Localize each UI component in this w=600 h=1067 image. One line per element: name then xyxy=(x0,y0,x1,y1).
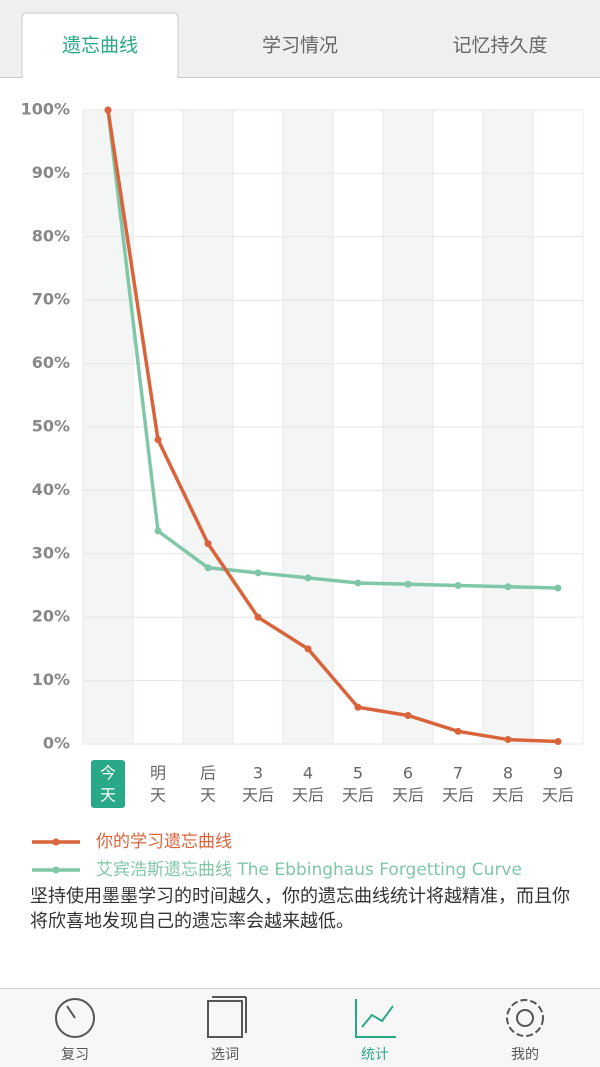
x-tick-label: 天后 xyxy=(342,786,374,805)
x-tick-label: 天后 xyxy=(442,786,474,805)
active-tab xyxy=(21,12,179,78)
point xyxy=(554,737,562,745)
point xyxy=(304,574,312,582)
x-tick-label: 今 xyxy=(100,764,116,783)
point xyxy=(554,584,562,592)
point xyxy=(204,564,212,572)
point xyxy=(354,579,362,587)
y-tick-label: 50% xyxy=(32,417,70,436)
x-tick-label: 天后 xyxy=(492,786,524,805)
tab-join xyxy=(23,74,177,80)
nav-label[interactable]: 统计 xyxy=(361,1047,389,1063)
y-tick-label: 90% xyxy=(32,163,70,182)
today-badge xyxy=(91,760,125,808)
x-tick-label: 8 xyxy=(503,764,513,783)
y-tick-label: 60% xyxy=(32,353,70,372)
point xyxy=(254,613,262,621)
y-tick-label: 100% xyxy=(21,100,70,119)
y-tick-label: 30% xyxy=(32,543,70,562)
point xyxy=(504,583,512,591)
x-tick-label: 天 xyxy=(100,786,116,805)
y-tick-label: 20% xyxy=(32,607,70,626)
bottom-nav xyxy=(0,988,600,1067)
x-tick-label: 6 xyxy=(403,764,413,783)
legend-dot xyxy=(52,838,60,846)
x-tick-label: 明 xyxy=(150,764,166,783)
nav-label[interactable]: 我的 xyxy=(511,1047,539,1063)
nav-label[interactable]: 复习 xyxy=(61,1046,89,1063)
y-tick-label: 10% xyxy=(32,670,70,689)
point xyxy=(454,582,462,589)
point xyxy=(404,711,412,719)
y-tick-label: 40% xyxy=(32,480,70,499)
chart: 0%10%20%30%40%50%60%70%80%90%100%今天明天后天3… xyxy=(21,100,584,880)
point xyxy=(504,736,512,744)
x-tick-label: 4 xyxy=(303,764,313,783)
point xyxy=(154,436,162,444)
x-tick-label: 后 xyxy=(200,764,216,783)
x-tick-label: 3 xyxy=(253,764,263,783)
series-line xyxy=(106,109,559,744)
x-tick-label: 天后 xyxy=(242,786,274,805)
point xyxy=(354,703,362,711)
x-tick-label: 天后 xyxy=(392,786,424,805)
point xyxy=(404,580,412,588)
point xyxy=(454,727,462,735)
x-tick-label: 9 xyxy=(553,764,563,783)
x-tick-label: 5 xyxy=(353,764,363,783)
x-tick-label: 天 xyxy=(200,786,216,805)
legend-label: 艾宾浩斯遗忘曲线 The Ebbinghaus Forgetting Curve xyxy=(96,860,522,880)
x-tick-label: 天后 xyxy=(542,786,574,805)
y-tick-label: 80% xyxy=(32,226,70,245)
tab[interactable]: 学习情况 xyxy=(262,35,338,57)
legend-label: 你的学习遗忘曲线 xyxy=(96,832,232,852)
point xyxy=(304,645,312,653)
nav-icons xyxy=(55,996,544,1038)
series-line xyxy=(106,109,559,590)
y-tick-label: 70% xyxy=(32,290,70,309)
tab[interactable]: 记忆持久度 xyxy=(452,35,547,57)
point xyxy=(104,106,112,114)
y-tick-label: 0% xyxy=(43,734,70,753)
x-tick-label: 天后 xyxy=(292,786,324,805)
nav-label[interactable]: 选词 xyxy=(211,1047,239,1063)
point xyxy=(154,527,162,535)
tab[interactable]: 遗忘曲线 xyxy=(62,35,138,57)
description: 坚持使用墨墨学习的时间越久，你的遗忘曲线统计将越精准，而且你将欣喜地发现自己的遗… xyxy=(30,886,570,932)
x-tick-label: 天 xyxy=(150,786,166,805)
legend-dot xyxy=(52,866,60,874)
point xyxy=(254,569,262,577)
x-tick-label: 7 xyxy=(453,764,463,783)
point xyxy=(204,540,212,548)
